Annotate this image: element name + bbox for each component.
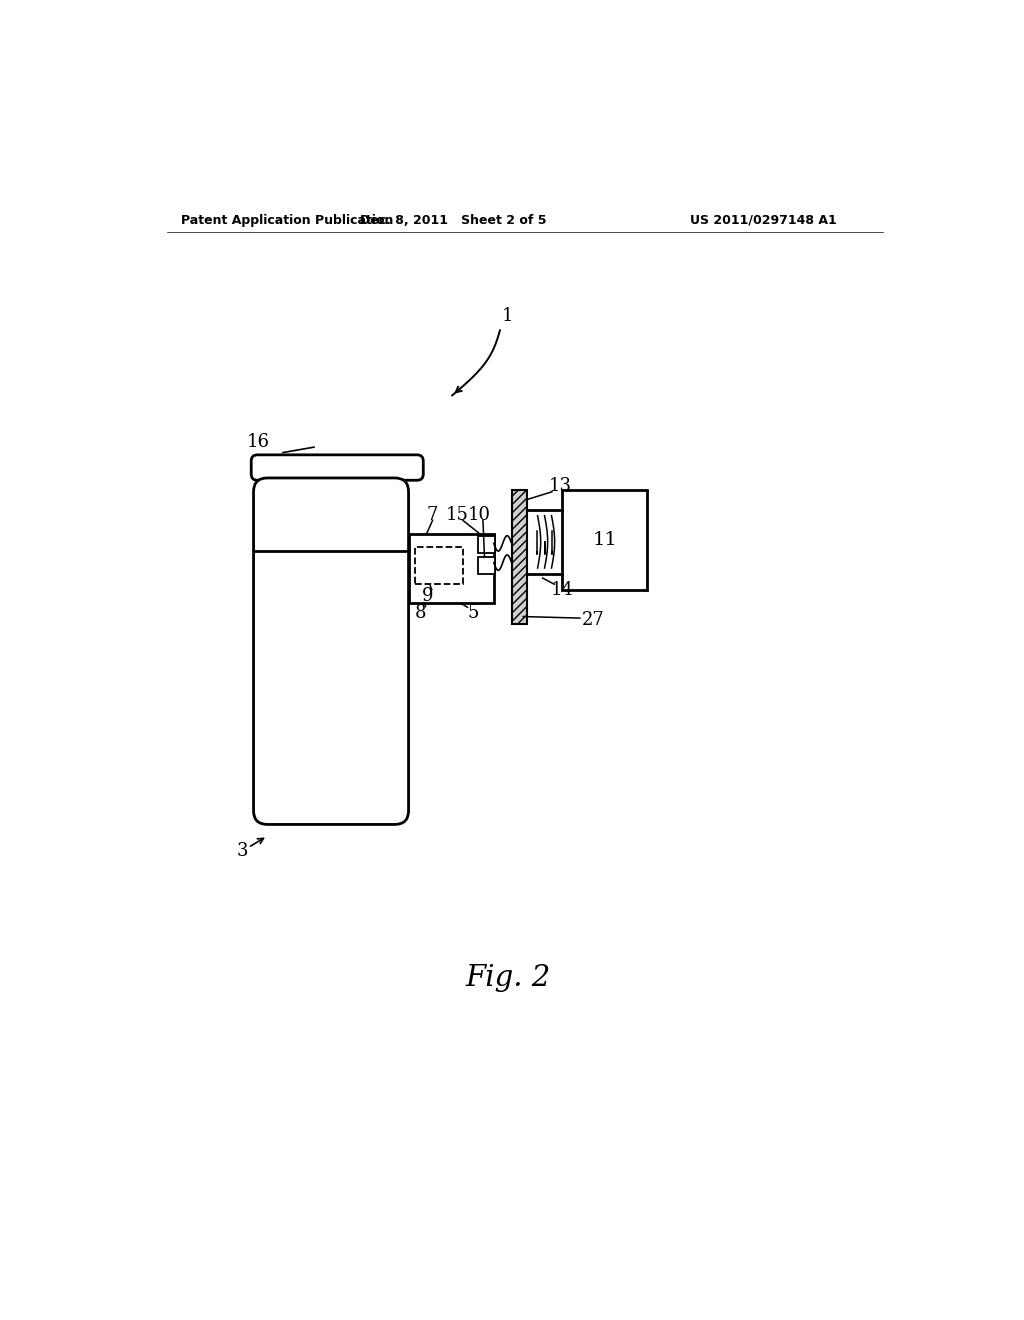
Text: Patent Application Publication: Patent Application Publication bbox=[180, 214, 393, 227]
FancyBboxPatch shape bbox=[409, 535, 494, 603]
Text: 7: 7 bbox=[427, 506, 438, 524]
Text: 1: 1 bbox=[502, 308, 513, 325]
Text: 16: 16 bbox=[247, 433, 269, 450]
Text: 10: 10 bbox=[468, 506, 490, 524]
FancyBboxPatch shape bbox=[512, 490, 527, 624]
FancyBboxPatch shape bbox=[251, 455, 423, 480]
Text: 8: 8 bbox=[415, 603, 427, 622]
FancyBboxPatch shape bbox=[415, 548, 463, 585]
Text: 9: 9 bbox=[422, 587, 434, 605]
Text: 11: 11 bbox=[592, 531, 617, 549]
FancyBboxPatch shape bbox=[562, 490, 647, 590]
Text: 27: 27 bbox=[582, 611, 604, 630]
Text: Fig. 2: Fig. 2 bbox=[465, 965, 550, 993]
Text: 3: 3 bbox=[237, 842, 249, 861]
FancyBboxPatch shape bbox=[478, 536, 496, 553]
Text: Dec. 8, 2011   Sheet 2 of 5: Dec. 8, 2011 Sheet 2 of 5 bbox=[360, 214, 547, 227]
Text: 13: 13 bbox=[549, 477, 572, 495]
Text: 14: 14 bbox=[551, 581, 573, 598]
Text: 15: 15 bbox=[445, 506, 469, 524]
FancyBboxPatch shape bbox=[254, 478, 409, 825]
Text: 5: 5 bbox=[467, 603, 478, 622]
Text: US 2011/0297148 A1: US 2011/0297148 A1 bbox=[690, 214, 837, 227]
FancyBboxPatch shape bbox=[478, 557, 496, 574]
